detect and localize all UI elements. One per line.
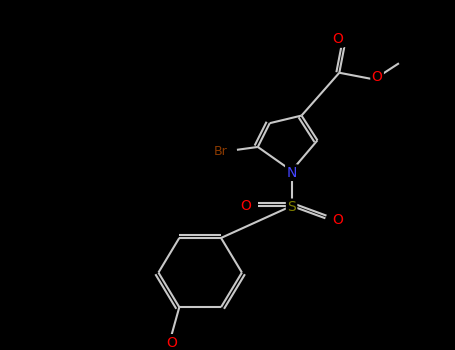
Text: O: O xyxy=(166,336,177,350)
Text: O: O xyxy=(332,33,343,47)
Text: O: O xyxy=(240,199,251,213)
Text: S: S xyxy=(287,200,296,214)
Text: Br: Br xyxy=(214,145,228,158)
Text: N: N xyxy=(286,166,297,180)
Text: O: O xyxy=(332,213,343,227)
Text: O: O xyxy=(372,70,383,84)
